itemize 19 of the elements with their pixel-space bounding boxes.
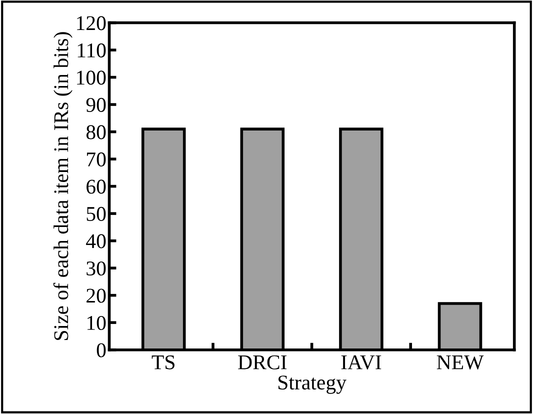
y-tick-label: 120 [77, 16, 106, 30]
y-tick-label: 10 [87, 316, 106, 330]
y-tick-label: 60 [86, 180, 106, 194]
y-tick-label: 110 [78, 43, 106, 58]
x-tick-label: TS [152, 355, 174, 370]
y-tick-label: 70 [87, 152, 106, 166]
y-tick-label: 50 [86, 206, 106, 221]
x-axis-title: Strategy [278, 376, 346, 394]
y-tick-label: 100 [77, 70, 106, 85]
y-tick-label: 40 [86, 234, 106, 248]
y-tick-label: 20 [86, 288, 106, 303]
y-tick-label: 80 [86, 125, 106, 140]
y-tick-label: 0 [96, 343, 106, 358]
x-tick-label: DRCI [238, 355, 287, 370]
x-tick-label: NEW [436, 356, 484, 370]
y-axis-title: Size of each data item in IRs (in bits) [53, 32, 72, 340]
y-tick-label: 30 [86, 261, 106, 276]
x-tick-label: IAVI [341, 355, 382, 370]
y-tick-label: 90 [86, 98, 106, 112]
